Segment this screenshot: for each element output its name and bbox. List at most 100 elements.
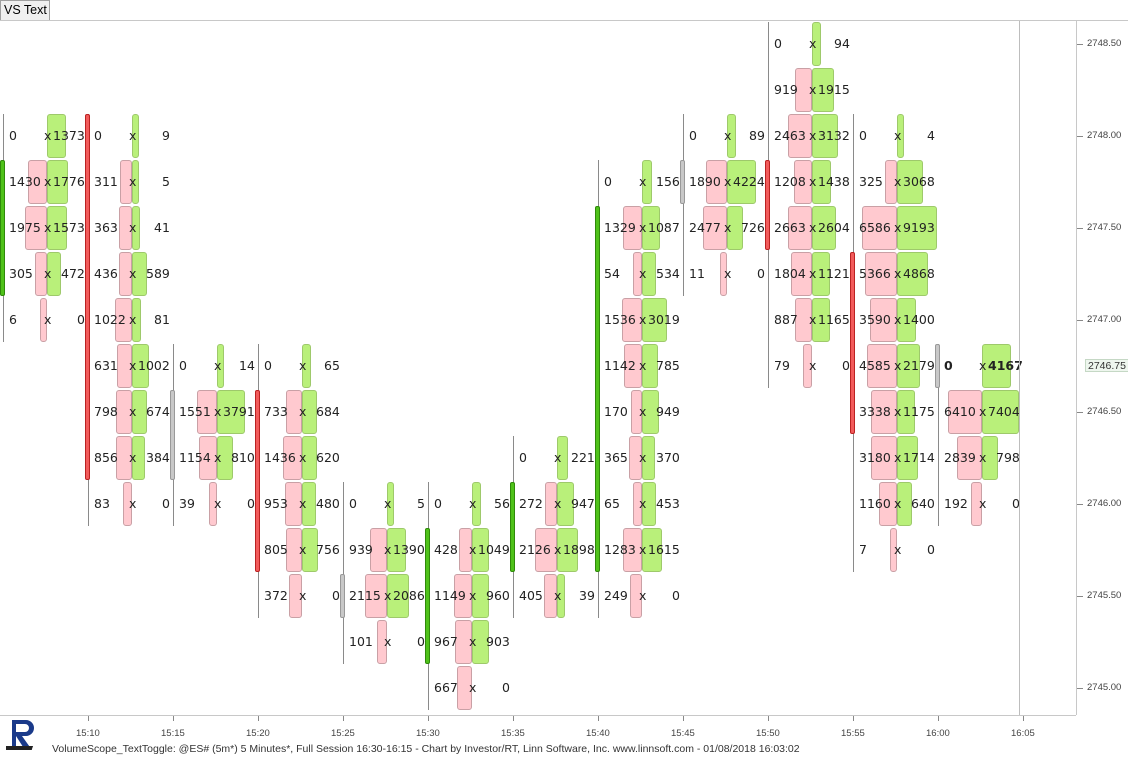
buy-volume-label: 4868 [903,266,935,281]
buy-volume-label: 785 [656,358,680,373]
buy-volume-label: 0 [247,496,255,511]
sell-volume-cell [870,390,897,434]
sell-volume-cell [122,482,132,526]
price-tick-label: 2745.50 [1087,590,1122,601]
buy-volume-cell [642,160,653,204]
sell-volume-cell [115,390,132,434]
volume-separator-label: x [469,542,477,557]
buy-volume-cell [897,436,918,480]
buy-volume-cell [642,344,658,388]
buy-volume-cell [812,206,837,250]
price-tick-label: 2747.00 [1087,314,1122,325]
buy-volume-label: 620 [316,450,340,465]
buy-volume-label: 384 [146,450,170,465]
buy-volume-cell [387,528,407,572]
sell-volume-cell [623,206,642,250]
sell-volume-cell [871,436,897,480]
sell-volume-label: 4585 [859,358,891,373]
buy-volume-label: 453 [656,496,680,511]
sell-volume-label: 54 [604,266,620,281]
sell-volume-cell [370,528,387,572]
buy-volume-label: 3019 [648,312,680,327]
sell-volume-label: 856 [94,450,118,465]
sell-volume-label: 1283 [604,542,636,557]
volume-separator-label: x [979,358,987,373]
time-tick-label: 15:15 [161,728,185,739]
tab-vs-text[interactable]: VS Text [0,0,50,20]
buy-volume-label: 9193 [903,220,935,235]
buy-volume-cell [132,436,145,480]
sell-volume-cell [623,528,642,572]
buy-volume-label: 0 [842,358,850,373]
sell-volume-label: 733 [264,404,288,419]
sell-volume-cell [795,68,812,112]
volume-separator-label: x [979,450,987,465]
time-axis[interactable]: 15:10 15:15 15:20 15:25 15:30 15:35 15:40 15:45… [0,715,1076,742]
sell-volume-cell [453,574,472,618]
sell-volume-cell [197,390,217,434]
price-axis[interactable]: 2748.50 2748.00 2747.50 2747.00 2746.50 2746.… [1076,21,1128,715]
buy-volume-cell [132,390,148,434]
sell-volume-label: 6410 [944,404,976,419]
buy-volume-label: 949 [656,404,680,419]
open-close-bar [680,160,685,204]
buy-volume-cell [387,574,410,618]
sell-volume-label: 3338 [859,404,891,419]
buy-volume-label: 1087 [648,220,680,235]
buy-volume-cell [897,160,923,204]
sell-volume-label: 65 [604,496,620,511]
buy-volume-cell [47,206,68,250]
time-tick-label: 15:45 [671,728,695,739]
volume-separator-label: x [129,174,137,189]
sell-volume-cell [40,298,47,342]
buy-volume-label: 0 [672,588,680,603]
sell-volume-label: 1149 [434,588,466,603]
buy-volume-cell [302,436,317,480]
volume-separator-label: x [639,266,647,281]
volume-separator-label: x [979,496,987,511]
buy-volume-cell [302,344,311,388]
sell-volume-cell [865,252,897,296]
buy-volume-cell [727,160,757,204]
sell-volume-label: 7 [859,542,867,557]
time-tick-label: 15:35 [501,728,525,739]
sell-volume-label: 1160 [859,496,891,511]
open-close-bar [510,482,515,572]
volume-separator-label: x [129,128,137,143]
sell-volume-label: 0 [604,174,612,189]
volume-separator-label: x [724,128,732,143]
volume-separator-label: x [894,404,902,419]
buy-volume-cell [982,344,1011,388]
buy-volume-cell [642,298,668,342]
sell-volume-cell [25,206,47,250]
buy-volume-label: 960 [486,588,510,603]
volume-separator-label: x [894,174,902,189]
chart-footer: VolumeScope_TextToggle: @ES# (5m*) 5 Min… [52,743,800,755]
price-tick [1077,44,1083,45]
buy-volume-cell [472,482,481,526]
buy-volume-label: 65 [324,358,340,373]
buy-volume-label: 3132 [818,128,850,143]
time-tick [173,716,174,721]
buy-volume-label: 0 [1012,496,1020,511]
sell-volume-label: 1208 [774,174,806,189]
buy-volume-cell [302,482,316,526]
sell-volume-label: 1975 [9,220,41,235]
buy-volume-label: 0 [417,634,425,649]
volume-separator-label: x [214,404,222,419]
sell-volume-cell [947,390,982,434]
time-tick-label: 15:50 [756,728,780,739]
buy-volume-cell [472,574,489,618]
sell-volume-cell [545,482,557,526]
sell-volume-cell [543,574,557,618]
buy-volume-cell [217,390,245,434]
buy-volume-cell [132,160,139,204]
volumescope-chart[interactable]: 0 x 1373 1430 x 1776 1975 x 1573 305 x 472 6 x 0 0 x 9 311… [0,21,1076,715]
buy-volume-label: 14 [239,358,255,373]
sell-volume-label: 305 [9,266,33,281]
buy-volume-label: 1373 [53,128,85,143]
buy-volume-label: 2179 [903,358,935,373]
volume-separator-label: x [894,542,902,557]
volume-separator-label: x [809,174,817,189]
sell-volume-cell [795,298,812,342]
